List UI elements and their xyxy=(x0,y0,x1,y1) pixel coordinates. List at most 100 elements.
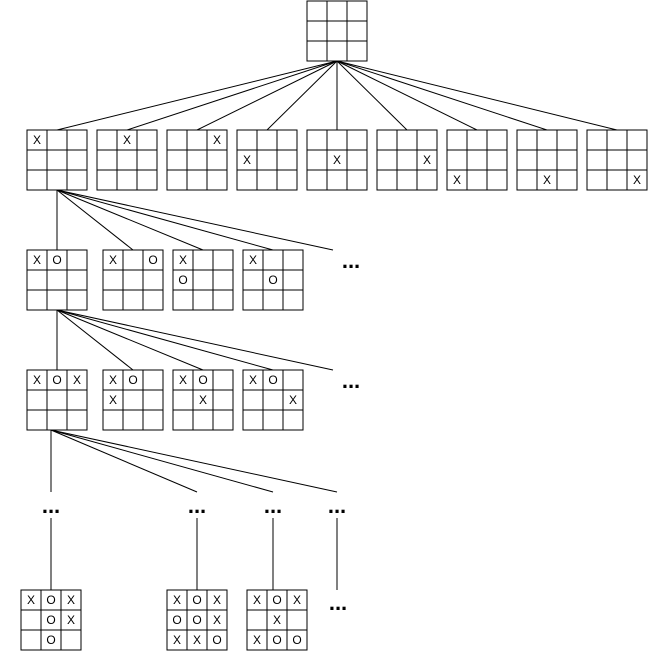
board-cell-mark: X xyxy=(193,633,201,647)
ellipsis-marker: ... xyxy=(342,368,360,393)
board-cell-mark: O xyxy=(272,633,281,647)
terminal-board: X O XO O XX X O xyxy=(166,589,228,651)
tree-edge xyxy=(56,309,334,371)
board-frame xyxy=(102,249,164,311)
board-cell-mark: X xyxy=(253,593,261,607)
level1-board: X xyxy=(586,129,648,191)
board-cell-mark: X xyxy=(67,593,75,607)
tree-edge xyxy=(56,189,334,251)
board-cell-mark: O xyxy=(198,373,207,387)
board-frame xyxy=(26,249,88,311)
ellipsis-marker: ... xyxy=(264,493,282,518)
board-frame xyxy=(26,369,88,431)
level1-board: X xyxy=(306,129,368,191)
board-cell-mark: O xyxy=(52,373,61,387)
board-cell-mark: X xyxy=(273,613,281,627)
board-frame xyxy=(20,589,82,651)
board-cell-mark: O xyxy=(46,633,55,647)
board-frame xyxy=(26,129,88,191)
board-cell-mark: X xyxy=(109,253,117,267)
board-cell-mark: X xyxy=(179,373,187,387)
tree-edge xyxy=(336,60,408,131)
board-frame xyxy=(446,129,508,191)
board-cell-mark: X xyxy=(213,133,221,147)
tree-edge xyxy=(50,429,198,493)
board-cell-mark: O xyxy=(272,593,281,607)
board-frame xyxy=(172,249,234,311)
board-frame xyxy=(166,129,228,191)
board-cell-mark: O xyxy=(172,613,181,627)
board-cell-mark: X xyxy=(453,173,461,187)
tree-edge xyxy=(336,60,618,131)
tree-edge xyxy=(336,60,478,131)
level2-board: XO xyxy=(172,249,234,311)
tree-edges xyxy=(50,60,618,590)
board-cell-mark: X xyxy=(33,133,41,147)
board-cell-mark: O xyxy=(192,613,201,627)
root-board xyxy=(306,0,368,62)
level1-board: X xyxy=(236,129,298,191)
ellipsis-marker: ... xyxy=(42,493,60,518)
board-cell-mark: X xyxy=(333,153,341,167)
board-frame xyxy=(306,129,368,191)
board-cell-mark: X xyxy=(243,153,251,167)
board-frame xyxy=(102,369,164,431)
level1-board: X xyxy=(376,129,438,191)
board-cell-mark: O xyxy=(192,593,201,607)
board-cell-mark: O xyxy=(46,593,55,607)
level1-board: X xyxy=(446,129,508,191)
board-frame xyxy=(376,129,438,191)
tree-edge xyxy=(56,309,274,371)
board-frame xyxy=(242,369,304,431)
board-frame xyxy=(172,369,234,431)
board-cell-mark: X xyxy=(423,153,431,167)
tree-edge xyxy=(56,60,338,131)
level1-board: X xyxy=(166,129,228,191)
board-cell-mark: O xyxy=(268,373,277,387)
board-cell-mark: X xyxy=(173,593,181,607)
board-cell-mark: O xyxy=(52,253,61,267)
tree-edge xyxy=(56,189,274,251)
board-frame xyxy=(516,129,578,191)
ellipsis-marker: ... xyxy=(342,248,360,273)
tree-edge xyxy=(56,309,204,371)
board-cell-mark: O xyxy=(148,253,157,267)
ellipsis-marker: ... xyxy=(328,493,346,518)
board-frame xyxy=(236,129,298,191)
board-cell-mark: X xyxy=(633,173,641,187)
board-frame xyxy=(246,589,308,651)
ellipsis-marker: ... xyxy=(329,590,347,615)
board-cell-mark: X xyxy=(249,253,257,267)
board-cell-mark: X xyxy=(109,373,117,387)
terminal-board: X O XXX O O xyxy=(246,589,308,651)
board-cell-mark: X xyxy=(213,613,221,627)
board-cell-mark: X xyxy=(73,373,81,387)
ellipsis-marker: ... xyxy=(188,493,206,518)
board-cell-mark: O xyxy=(212,633,221,647)
board-cell-mark: O xyxy=(178,273,187,287)
tree-edge xyxy=(50,429,274,493)
tree-edge xyxy=(126,60,338,131)
board-cell-mark: X xyxy=(293,593,301,607)
board-cell-mark: O xyxy=(128,373,137,387)
board-cell-mark: X xyxy=(33,253,41,267)
level1-board: X xyxy=(96,129,158,191)
board-frame xyxy=(586,129,648,191)
tree-ellipses: ..................... xyxy=(42,248,360,615)
board-cell-mark: X xyxy=(173,633,181,647)
board-frame xyxy=(96,129,158,191)
board-cell-mark: X xyxy=(543,173,551,187)
board-cell-mark: X xyxy=(249,373,257,387)
tree-edge xyxy=(336,60,548,131)
board-frame xyxy=(306,0,368,62)
board-cell-mark: X xyxy=(289,393,297,407)
level1-board: X xyxy=(516,129,578,191)
